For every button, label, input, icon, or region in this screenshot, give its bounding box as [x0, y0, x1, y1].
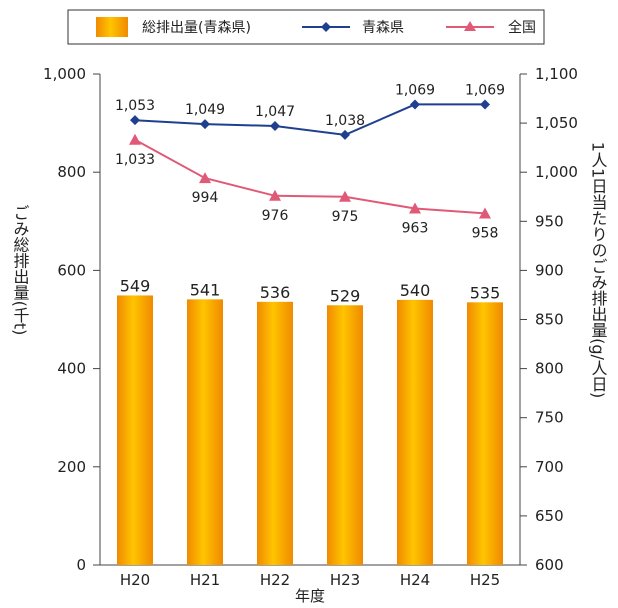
x-axis-title: 年度: [295, 587, 325, 605]
bar-data-label: 535: [470, 283, 501, 302]
bar-series: 549 541 536 529 540 535: [117, 276, 503, 565]
line-point: [130, 115, 140, 126]
legend-bar-swatch: [96, 17, 128, 37]
line-point: [339, 190, 351, 202]
right-tick-label: 1,100: [535, 65, 578, 83]
line-data-label: 994: [192, 190, 219, 206]
bar-data-label: 549: [120, 276, 151, 295]
x-tick-label: H24: [400, 571, 430, 589]
line-data-label: 1,047: [255, 104, 295, 120]
axes: [99, 74, 521, 566]
bar: [257, 301, 293, 565]
line-data-label: 963: [402, 221, 429, 237]
left-tick-label: 600: [57, 261, 86, 279]
series-line: [134, 138, 486, 215]
bar: [117, 295, 153, 565]
left-tick-label: 400: [57, 360, 86, 378]
right-tick-label: 750: [535, 409, 564, 427]
right-tick-label: 650: [535, 507, 564, 525]
bar: [467, 302, 503, 565]
x-tick-label: H21: [190, 571, 220, 589]
line-data-label: 1,038: [325, 113, 365, 129]
right-tick-label: 1,000: [535, 163, 578, 181]
line-series: 1,053 1,049 1,047 1,038 1,069 1,069 1,033 994 97…: [115, 82, 505, 241]
line-point: [409, 202, 421, 214]
right-tick-label: 850: [535, 311, 564, 329]
legend-national-marker: [464, 21, 476, 31]
line-point: [200, 119, 210, 130]
line-data-label: 975: [332, 209, 359, 225]
right-axis-title: 1人1日当たりのごみ排出量(g/人日): [589, 142, 608, 398]
bar: [397, 299, 433, 565]
line-data-label: 976: [262, 208, 289, 224]
left-tick-label: 1,000: [43, 65, 86, 83]
right-tick-label: 950: [535, 212, 564, 230]
bar-data-label: 541: [190, 280, 221, 299]
x-tick-label: H22: [260, 571, 290, 589]
right-tick-label: 600: [535, 556, 564, 574]
legend: 総排出量(青森県) 青森県 全国: [67, 9, 545, 45]
line-point: [269, 189, 281, 201]
left-axis-ticks: 0 200 400 600 800 1,000: [43, 65, 100, 574]
x-tick-label: H20: [120, 571, 150, 589]
right-tick-label: 700: [535, 458, 564, 476]
x-tick-label: H25: [470, 571, 500, 589]
left-tick-label: 0: [76, 556, 86, 574]
line-data-label: 1,069: [395, 82, 435, 98]
line-point: [129, 133, 141, 145]
line-point: [199, 172, 211, 184]
right-tick-label: 900: [535, 261, 564, 279]
legend-aomori-marker: [321, 22, 331, 32]
line-data-label: 1,069: [465, 82, 505, 98]
line-data-label: 1,049: [185, 102, 225, 118]
right-tick-label: 800: [535, 360, 564, 378]
line-data-label: 1,033: [115, 152, 155, 168]
left-tick-label: 200: [57, 458, 86, 476]
line-point: [340, 129, 350, 140]
legend-bar-label: 総排出量(青森県): [142, 20, 251, 36]
bar-data-label: 540: [400, 281, 431, 300]
series-line: [134, 103, 485, 136]
right-axis-ticks: 600 650 700 750 800 850 900 950 1,000 1,050 1,100: [520, 65, 578, 574]
x-tick-label: H23: [330, 571, 360, 589]
line-point: [270, 121, 280, 132]
bar-data-label: 536: [260, 283, 291, 302]
legend-aomori-label: 青森県: [362, 20, 404, 36]
line-point: [480, 99, 490, 110]
line-data-label: 958: [472, 225, 499, 241]
x-axis-labels: H20 H21 H22 H23 H24 H25: [120, 571, 500, 589]
bar-data-label: 529: [330, 286, 361, 305]
left-axis-title: ごみ総排出量(千t): [11, 205, 30, 336]
line-data-label: 1,053: [115, 98, 155, 114]
left-tick-label: 800: [57, 163, 86, 181]
line-point: [479, 207, 491, 219]
line-point: [410, 99, 420, 110]
right-tick-label: 1,050: [535, 114, 578, 132]
legend-national-label: 全国: [508, 19, 536, 36]
bar: [327, 305, 363, 565]
bar: [187, 299, 223, 565]
